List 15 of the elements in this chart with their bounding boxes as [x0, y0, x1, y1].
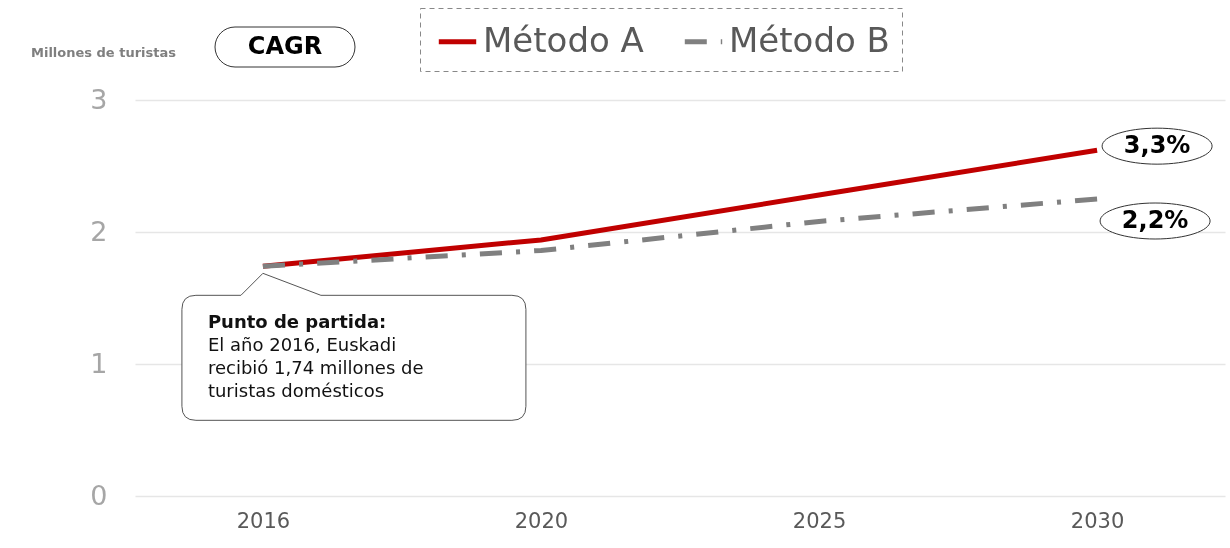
annotation: 3,3%: [1123, 131, 1191, 160]
annotation: Punto de partida: El año 2016, Euskadi recibió 1,74 millones de turistas domésticos: [207, 311, 424, 402]
x-tick-label: 2025: [792, 508, 847, 533]
y-tick-label: 3: [90, 83, 108, 115]
text: CAGR: [247, 32, 323, 60]
y-tick-label: 2: [90, 215, 108, 247]
y-tick-label: 0: [90, 479, 108, 511]
legend-label: Método B: [729, 19, 890, 60]
annotation: 2,2%: [1121, 206, 1189, 234]
legend-label: Método A: [483, 19, 644, 60]
x-tick-label: 2020: [514, 508, 569, 533]
y-axis-title: Millones de turistas: [30, 44, 177, 60]
x-tick-label: 2016: [236, 508, 291, 533]
x-tick-label: 2030: [1070, 508, 1125, 533]
y-tick-label: 1: [90, 347, 108, 379]
